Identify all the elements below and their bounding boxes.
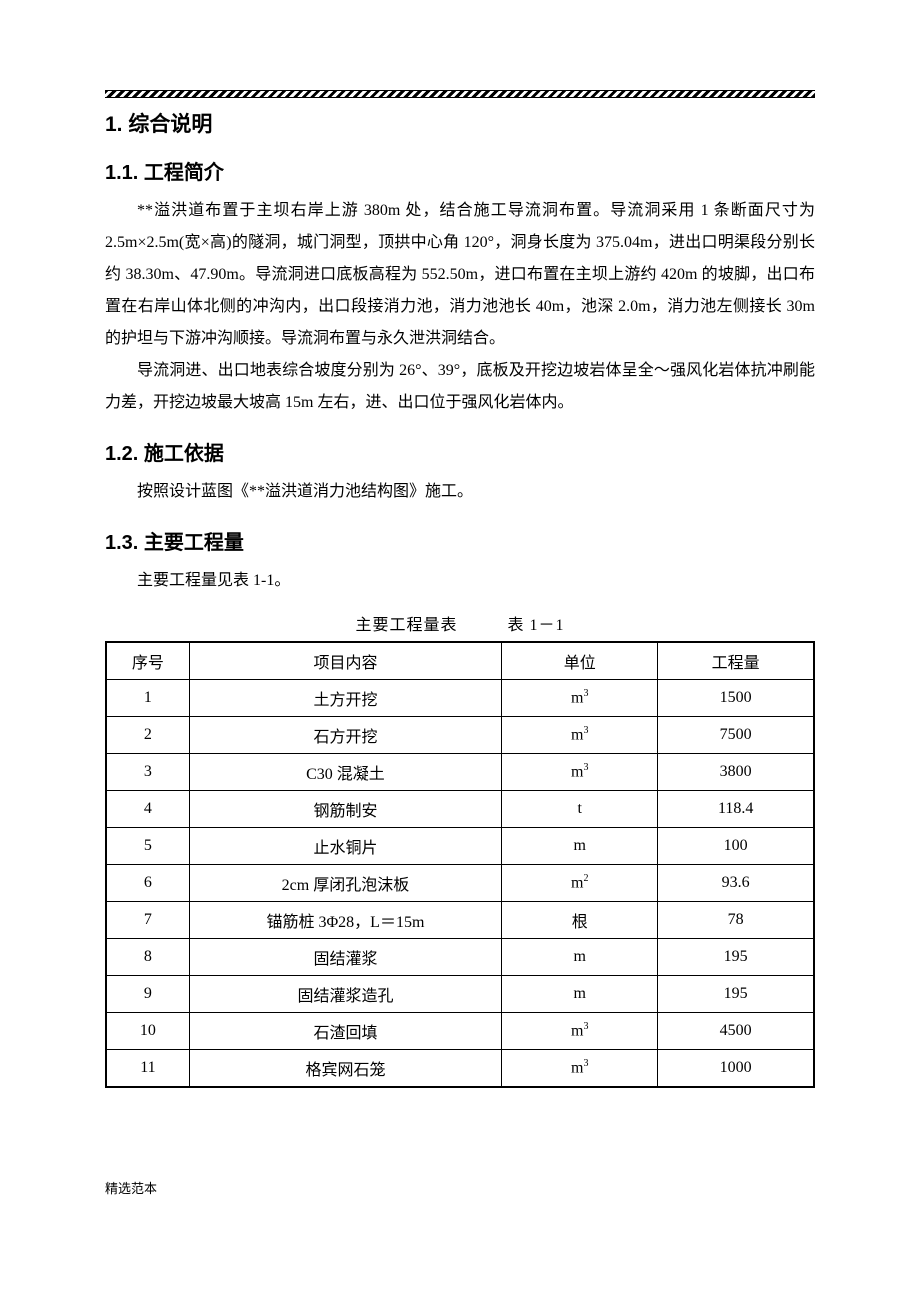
heading-1-num: 1. <box>105 113 123 136</box>
heading-1-1: 1.1. 工程简介 <box>105 156 815 185</box>
cell-seq: 11 <box>106 1050 189 1088</box>
cell-seq: 4 <box>106 791 189 828</box>
cell-seq: 3 <box>106 754 189 791</box>
cell-seq: 6 <box>106 865 189 902</box>
cell-unit: m <box>502 976 658 1013</box>
col-header-qty: 工程量 <box>658 642 814 680</box>
table-row: 1土方开挖m31500 <box>106 680 814 717</box>
table-row: 9固结灌浆造孔m195 <box>106 976 814 1013</box>
cell-seq: 9 <box>106 976 189 1013</box>
table-row: 5止水铜片m100 <box>106 828 814 865</box>
cell-item: 止水铜片 <box>189 828 501 865</box>
cell-unit: m3 <box>502 717 658 754</box>
cell-seq: 10 <box>106 1013 189 1050</box>
footer-text: 精选范本 <box>105 1178 815 1197</box>
cell-qty: 3800 <box>658 754 814 791</box>
col-header-unit: 单位 <box>502 642 658 680</box>
heading-1-3-num: 1.3. <box>105 532 138 554</box>
heading-1-2: 1.2. 施工依据 <box>105 437 815 466</box>
heading-1-1-num: 1.1. <box>105 162 138 184</box>
cell-unit: t <box>502 791 658 828</box>
cell-item: 土方开挖 <box>189 680 501 717</box>
page: 1. 综合说明 1.1. 工程简介 **溢洪道布置于主坝右岸上游 380m 处，… <box>0 0 920 1237</box>
table-caption: 主要工程量表 表 1－1 <box>105 611 815 635</box>
cell-unit: m2 <box>502 865 658 902</box>
table-row: 7锚筋桩 3Φ28，L＝15m根78 <box>106 902 814 939</box>
para-1-1-1: **溢洪道布置于主坝右岸上游 380m 处，结合施工导流洞布置。导流洞采用 1 … <box>105 195 815 355</box>
cell-item: 锚筋桩 3Φ28，L＝15m <box>189 902 501 939</box>
table-row: 3C30 混凝土m33800 <box>106 754 814 791</box>
cell-qty: 1000 <box>658 1050 814 1088</box>
heading-1-3-title: 主要工程量 <box>144 532 244 554</box>
heading-1-1-title: 工程简介 <box>144 162 224 184</box>
table-row: 8固结灌浆m195 <box>106 939 814 976</box>
heading-1: 1. 综合说明 <box>105 108 815 138</box>
cell-item: 石方开挖 <box>189 717 501 754</box>
cell-qty: 7500 <box>658 717 814 754</box>
para-1-2-1: 按照设计蓝图《**溢洪道消力池结构图》施工。 <box>105 476 815 508</box>
cell-qty: 93.6 <box>658 865 814 902</box>
para-1-3-1: 主要工程量见表 1-1。 <box>105 565 815 597</box>
table-row: 4钢筋制安t118.4 <box>106 791 814 828</box>
cell-qty: 78 <box>658 902 814 939</box>
cell-unit: m <box>502 939 658 976</box>
cell-unit: m3 <box>502 1013 658 1050</box>
para-1-1-2: 导流洞进、出口地表综合坡度分别为 26°、39°，底板及开挖边坡岩体呈全～强风化… <box>105 355 815 419</box>
cell-unit: 根 <box>502 902 658 939</box>
cell-item: 固结灌浆造孔 <box>189 976 501 1013</box>
cell-qty: 195 <box>658 976 814 1013</box>
cell-unit: m <box>502 828 658 865</box>
cell-seq: 8 <box>106 939 189 976</box>
cell-qty: 195 <box>658 939 814 976</box>
cell-item: 2cm 厚闭孔泡沫板 <box>189 865 501 902</box>
cell-item: 钢筋制安 <box>189 791 501 828</box>
cell-item: 格宾网石笼 <box>189 1050 501 1088</box>
cell-unit: m3 <box>502 1050 658 1088</box>
cell-seq: 5 <box>106 828 189 865</box>
cell-qty: 1500 <box>658 680 814 717</box>
cell-seq: 2 <box>106 717 189 754</box>
col-header-seq: 序号 <box>106 642 189 680</box>
table-caption-right: 表 1－1 <box>508 617 565 634</box>
cell-seq: 1 <box>106 680 189 717</box>
heading-1-title: 综合说明 <box>128 113 212 136</box>
table-row: 62cm 厚闭孔泡沫板m293.6 <box>106 865 814 902</box>
cell-item: C30 混凝土 <box>189 754 501 791</box>
table-caption-left: 主要工程量表 <box>355 617 457 634</box>
table-row: 10石渣回填m34500 <box>106 1013 814 1050</box>
cell-item: 固结灌浆 <box>189 939 501 976</box>
table-header-row: 序号 项目内容 单位 工程量 <box>106 642 814 680</box>
cell-item: 石渣回填 <box>189 1013 501 1050</box>
cell-qty: 4500 <box>658 1013 814 1050</box>
decorative-top-border <box>105 90 815 98</box>
table-row: 2石方开挖m37500 <box>106 717 814 754</box>
heading-1-2-title: 施工依据 <box>144 443 224 465</box>
heading-1-2-num: 1.2. <box>105 443 138 465</box>
cell-unit: m3 <box>502 680 658 717</box>
heading-1-3: 1.3. 主要工程量 <box>105 526 815 555</box>
col-header-item: 项目内容 <box>189 642 501 680</box>
cell-qty: 118.4 <box>658 791 814 828</box>
quantity-table: 序号 项目内容 单位 工程量 1土方开挖m315002石方开挖m375003C3… <box>105 641 815 1088</box>
cell-qty: 100 <box>658 828 814 865</box>
table-row: 11格宾网石笼m31000 <box>106 1050 814 1088</box>
cell-seq: 7 <box>106 902 189 939</box>
cell-unit: m3 <box>502 754 658 791</box>
